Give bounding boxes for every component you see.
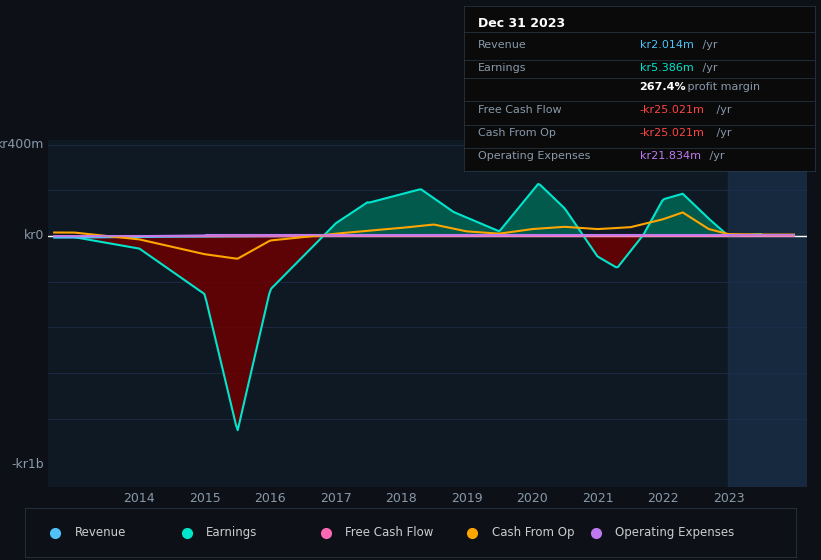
- Text: -kr25.021m: -kr25.021m: [640, 128, 704, 138]
- Text: profit margin: profit margin: [684, 82, 760, 91]
- Text: /yr: /yr: [713, 105, 732, 115]
- Text: Dec 31 2023: Dec 31 2023: [478, 17, 565, 30]
- Text: Cash From Op: Cash From Op: [478, 128, 556, 138]
- Text: /yr: /yr: [699, 63, 717, 73]
- Text: /yr: /yr: [699, 40, 717, 50]
- Text: kr5.386m: kr5.386m: [640, 63, 693, 73]
- Text: Operating Expenses: Operating Expenses: [615, 526, 734, 539]
- Text: Operating Expenses: Operating Expenses: [478, 151, 590, 161]
- Text: -kr1b: -kr1b: [11, 458, 44, 471]
- Text: /yr: /yr: [706, 151, 724, 161]
- Text: kr400m: kr400m: [0, 138, 44, 151]
- Text: Cash From Op: Cash From Op: [492, 526, 574, 539]
- Text: kr0: kr0: [24, 230, 44, 242]
- Text: 267.4%: 267.4%: [640, 82, 686, 91]
- Text: Revenue: Revenue: [478, 40, 526, 50]
- Text: kr2.014m: kr2.014m: [640, 40, 694, 50]
- Text: Earnings: Earnings: [478, 63, 526, 73]
- Text: -kr25.021m: -kr25.021m: [640, 105, 704, 115]
- Text: /yr: /yr: [713, 128, 732, 138]
- Text: Free Cash Flow: Free Cash Flow: [345, 526, 433, 539]
- Text: Free Cash Flow: Free Cash Flow: [478, 105, 562, 115]
- Text: kr21.834m: kr21.834m: [640, 151, 700, 161]
- Bar: [728, 140, 807, 487]
- Text: Earnings: Earnings: [206, 526, 257, 539]
- Text: Revenue: Revenue: [75, 526, 126, 539]
